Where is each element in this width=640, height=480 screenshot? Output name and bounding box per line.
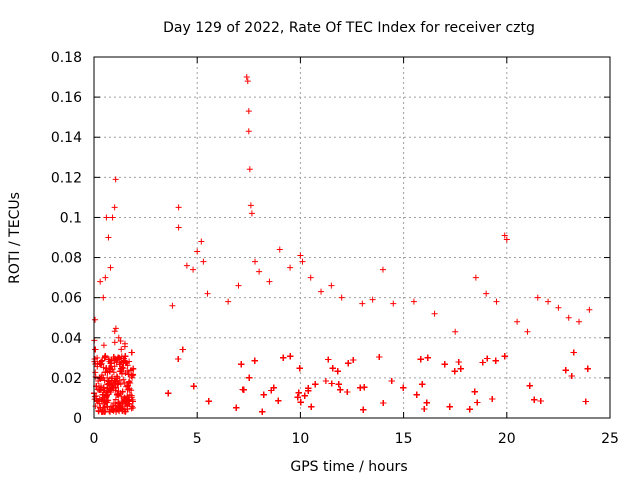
data-point [119, 399, 126, 406]
data-point [115, 354, 122, 361]
data-point [109, 373, 116, 380]
data-point [92, 346, 99, 353]
data-point [109, 384, 116, 391]
data-point [121, 379, 128, 386]
data-point [119, 388, 126, 395]
data-point [124, 402, 131, 409]
data-point [111, 377, 118, 384]
data-point [97, 386, 104, 393]
data-point [104, 403, 111, 410]
data-point [109, 406, 116, 413]
grid-lines [94, 57, 610, 418]
data-point [95, 407, 102, 414]
data-point [117, 368, 124, 375]
data-point [107, 388, 114, 395]
data-point [111, 328, 118, 335]
data-point [114, 391, 121, 398]
data-point [124, 382, 131, 389]
data-point [112, 325, 119, 332]
data-point [128, 372, 135, 379]
data-point [101, 377, 108, 384]
data-point [108, 375, 115, 382]
data-point [118, 346, 125, 353]
data-point [112, 396, 119, 403]
data-point [110, 369, 117, 376]
data-point [119, 364, 126, 371]
data-point [91, 396, 98, 403]
data-point [111, 339, 118, 346]
data-point [109, 403, 116, 410]
data-point [130, 365, 137, 372]
data-point [106, 408, 113, 415]
data-point [106, 365, 113, 372]
data-point [114, 381, 121, 388]
data-point [113, 373, 120, 380]
data-point [100, 364, 107, 371]
data-point [99, 357, 106, 364]
data-point [120, 376, 127, 383]
data-point [112, 387, 119, 394]
data-point [125, 396, 132, 403]
data-point [129, 398, 136, 405]
data-point [100, 342, 107, 349]
data-point [128, 405, 135, 412]
data-point [114, 406, 121, 413]
data-point [116, 361, 123, 368]
data-point [105, 378, 112, 385]
data-point [124, 392, 131, 399]
data-point [123, 383, 130, 390]
data-point [99, 408, 106, 415]
data-point [118, 393, 125, 400]
data-point [111, 363, 118, 370]
data-points [91, 74, 593, 415]
data-point [105, 356, 112, 363]
data-point [117, 337, 124, 344]
data-point [124, 368, 131, 375]
data-point [97, 375, 104, 382]
data-point [101, 354, 108, 361]
data-point [100, 387, 107, 394]
data-point [121, 396, 128, 403]
data-point [97, 361, 104, 368]
data-point [97, 404, 104, 411]
data-point [112, 384, 119, 391]
data-point [128, 349, 135, 356]
data-point [99, 391, 106, 398]
data-point [102, 353, 109, 360]
data-point [118, 365, 125, 372]
data-point [103, 399, 110, 406]
data-point [94, 398, 101, 405]
data-point [126, 378, 133, 385]
data-point [121, 357, 128, 364]
data-point [107, 360, 114, 367]
